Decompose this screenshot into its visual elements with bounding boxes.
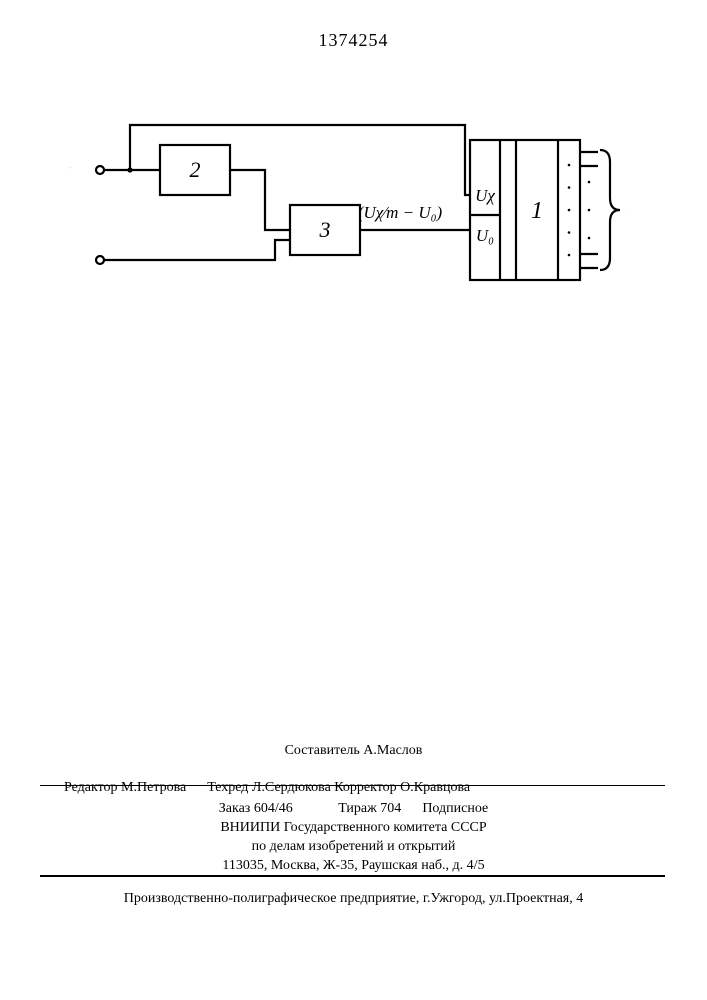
patent-number: 1374254 [0,30,707,51]
order-line: Заказ 604/46 Тираж 704 Подписное [50,800,657,819]
tirazh: Тираж 704 [338,801,401,816]
svg-text:2: 2 [190,157,201,182]
podpisnoe: Подписное [422,801,488,816]
org-address: 113035, Москва, Ж-35, Раушская наб., д. … [50,857,657,876]
printer-line: Производственно-полиграфическое предприя… [50,890,657,909]
editor-label: Редактор М.Петрова [64,780,186,795]
block-diagram: (Uχ⁄m − U₀)+Uχ−U₀23UχU₀1N [70,100,630,330]
diagram-svg: (Uχ⁄m − U₀)+Uχ−U₀23UχU₀1N [70,100,630,330]
publication-block: Заказ 604/46 Тираж 704 Подписное ВНИИПИ … [50,800,657,876]
patent-page: 1374254 (Uχ⁄m − U₀)+Uχ−U₀23UχU₀1N Состав… [0,0,707,1000]
divider-2 [40,875,665,877]
svg-text:Uχ: Uχ [475,186,495,205]
org-line-2: по делам изобретений и открытий [50,838,657,857]
compiler-line: Составитель А.Маслов [50,742,657,761]
org-line-1: ВНИИПИ Государственного комитета СССР [50,819,657,838]
svg-text:U₀: U₀ [476,226,494,245]
svg-text:(Uχ⁄m − U₀): (Uχ⁄m − U₀) [358,203,443,222]
corrector-label: Корректор О.Кравцова [334,780,470,795]
order: Заказ 604/46 [219,801,293,816]
svg-text:N: N [629,199,630,221]
divider-1 [40,785,665,786]
svg-text:3: 3 [319,217,331,242]
tech-label: Техред Л.Сердюкова [207,780,331,795]
svg-text:+Uχ: +Uχ [70,160,71,180]
svg-text:1: 1 [531,198,543,224]
